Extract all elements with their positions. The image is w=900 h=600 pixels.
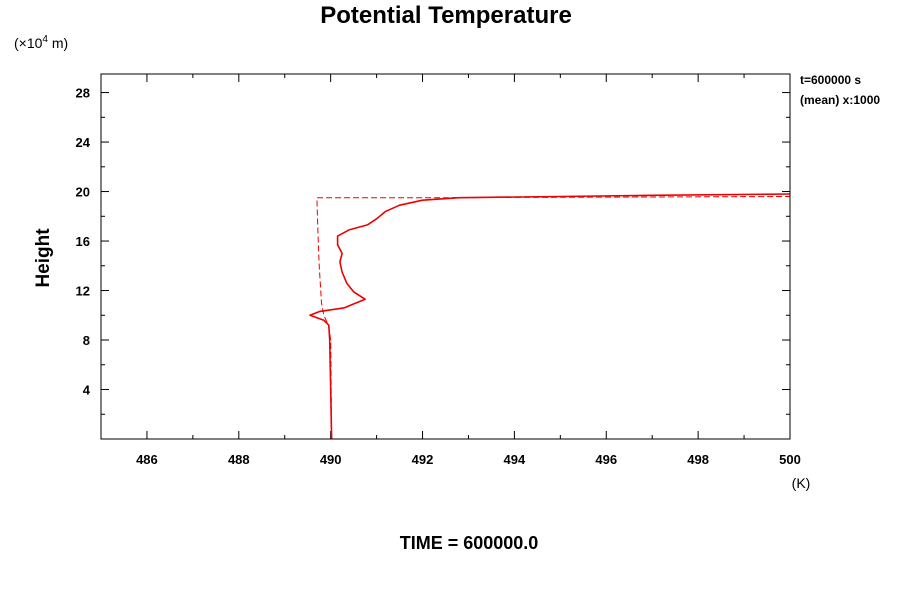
x-axis-label: (K) xyxy=(792,475,811,491)
y-axis-label: Height xyxy=(33,228,54,288)
time-annotation: t=600000 s xyxy=(800,73,861,87)
y-tick-label: 16 xyxy=(76,234,90,249)
y-tick-label: 24 xyxy=(76,135,91,150)
axis-ticks: 486 488 490 492 494 496 498 500 4 8 12 16 20 24 28 xyxy=(76,74,801,467)
mean-annotation: (mean) x:1000 xyxy=(800,93,880,107)
y-tick-label: 4 xyxy=(83,383,91,398)
dashed-series-line xyxy=(316,196,791,440)
chart-title: Potential Temperature xyxy=(320,2,572,29)
y-tick-label: 28 xyxy=(76,86,90,101)
y-tick-label: 12 xyxy=(76,284,90,299)
data-series xyxy=(309,193,791,440)
y-tick-label: 8 xyxy=(83,333,90,348)
x-tick-label: 500 xyxy=(779,452,801,467)
x-tick-label: 496 xyxy=(595,452,617,467)
time-footer: TIME = 600000.0 xyxy=(400,533,539,553)
y-axis-unit-label: (×104 m) xyxy=(14,34,68,51)
solid-series-line xyxy=(309,193,791,440)
plot-frame xyxy=(100,73,791,440)
x-tick-label: 498 xyxy=(687,452,709,467)
x-tick-label: 490 xyxy=(320,452,342,467)
y-tick-label: 20 xyxy=(76,185,90,200)
x-tick-label: 492 xyxy=(412,452,434,467)
x-tick-label: 494 xyxy=(504,452,526,467)
x-tick-label: 486 xyxy=(136,452,158,467)
x-tick-label: 488 xyxy=(228,452,250,467)
